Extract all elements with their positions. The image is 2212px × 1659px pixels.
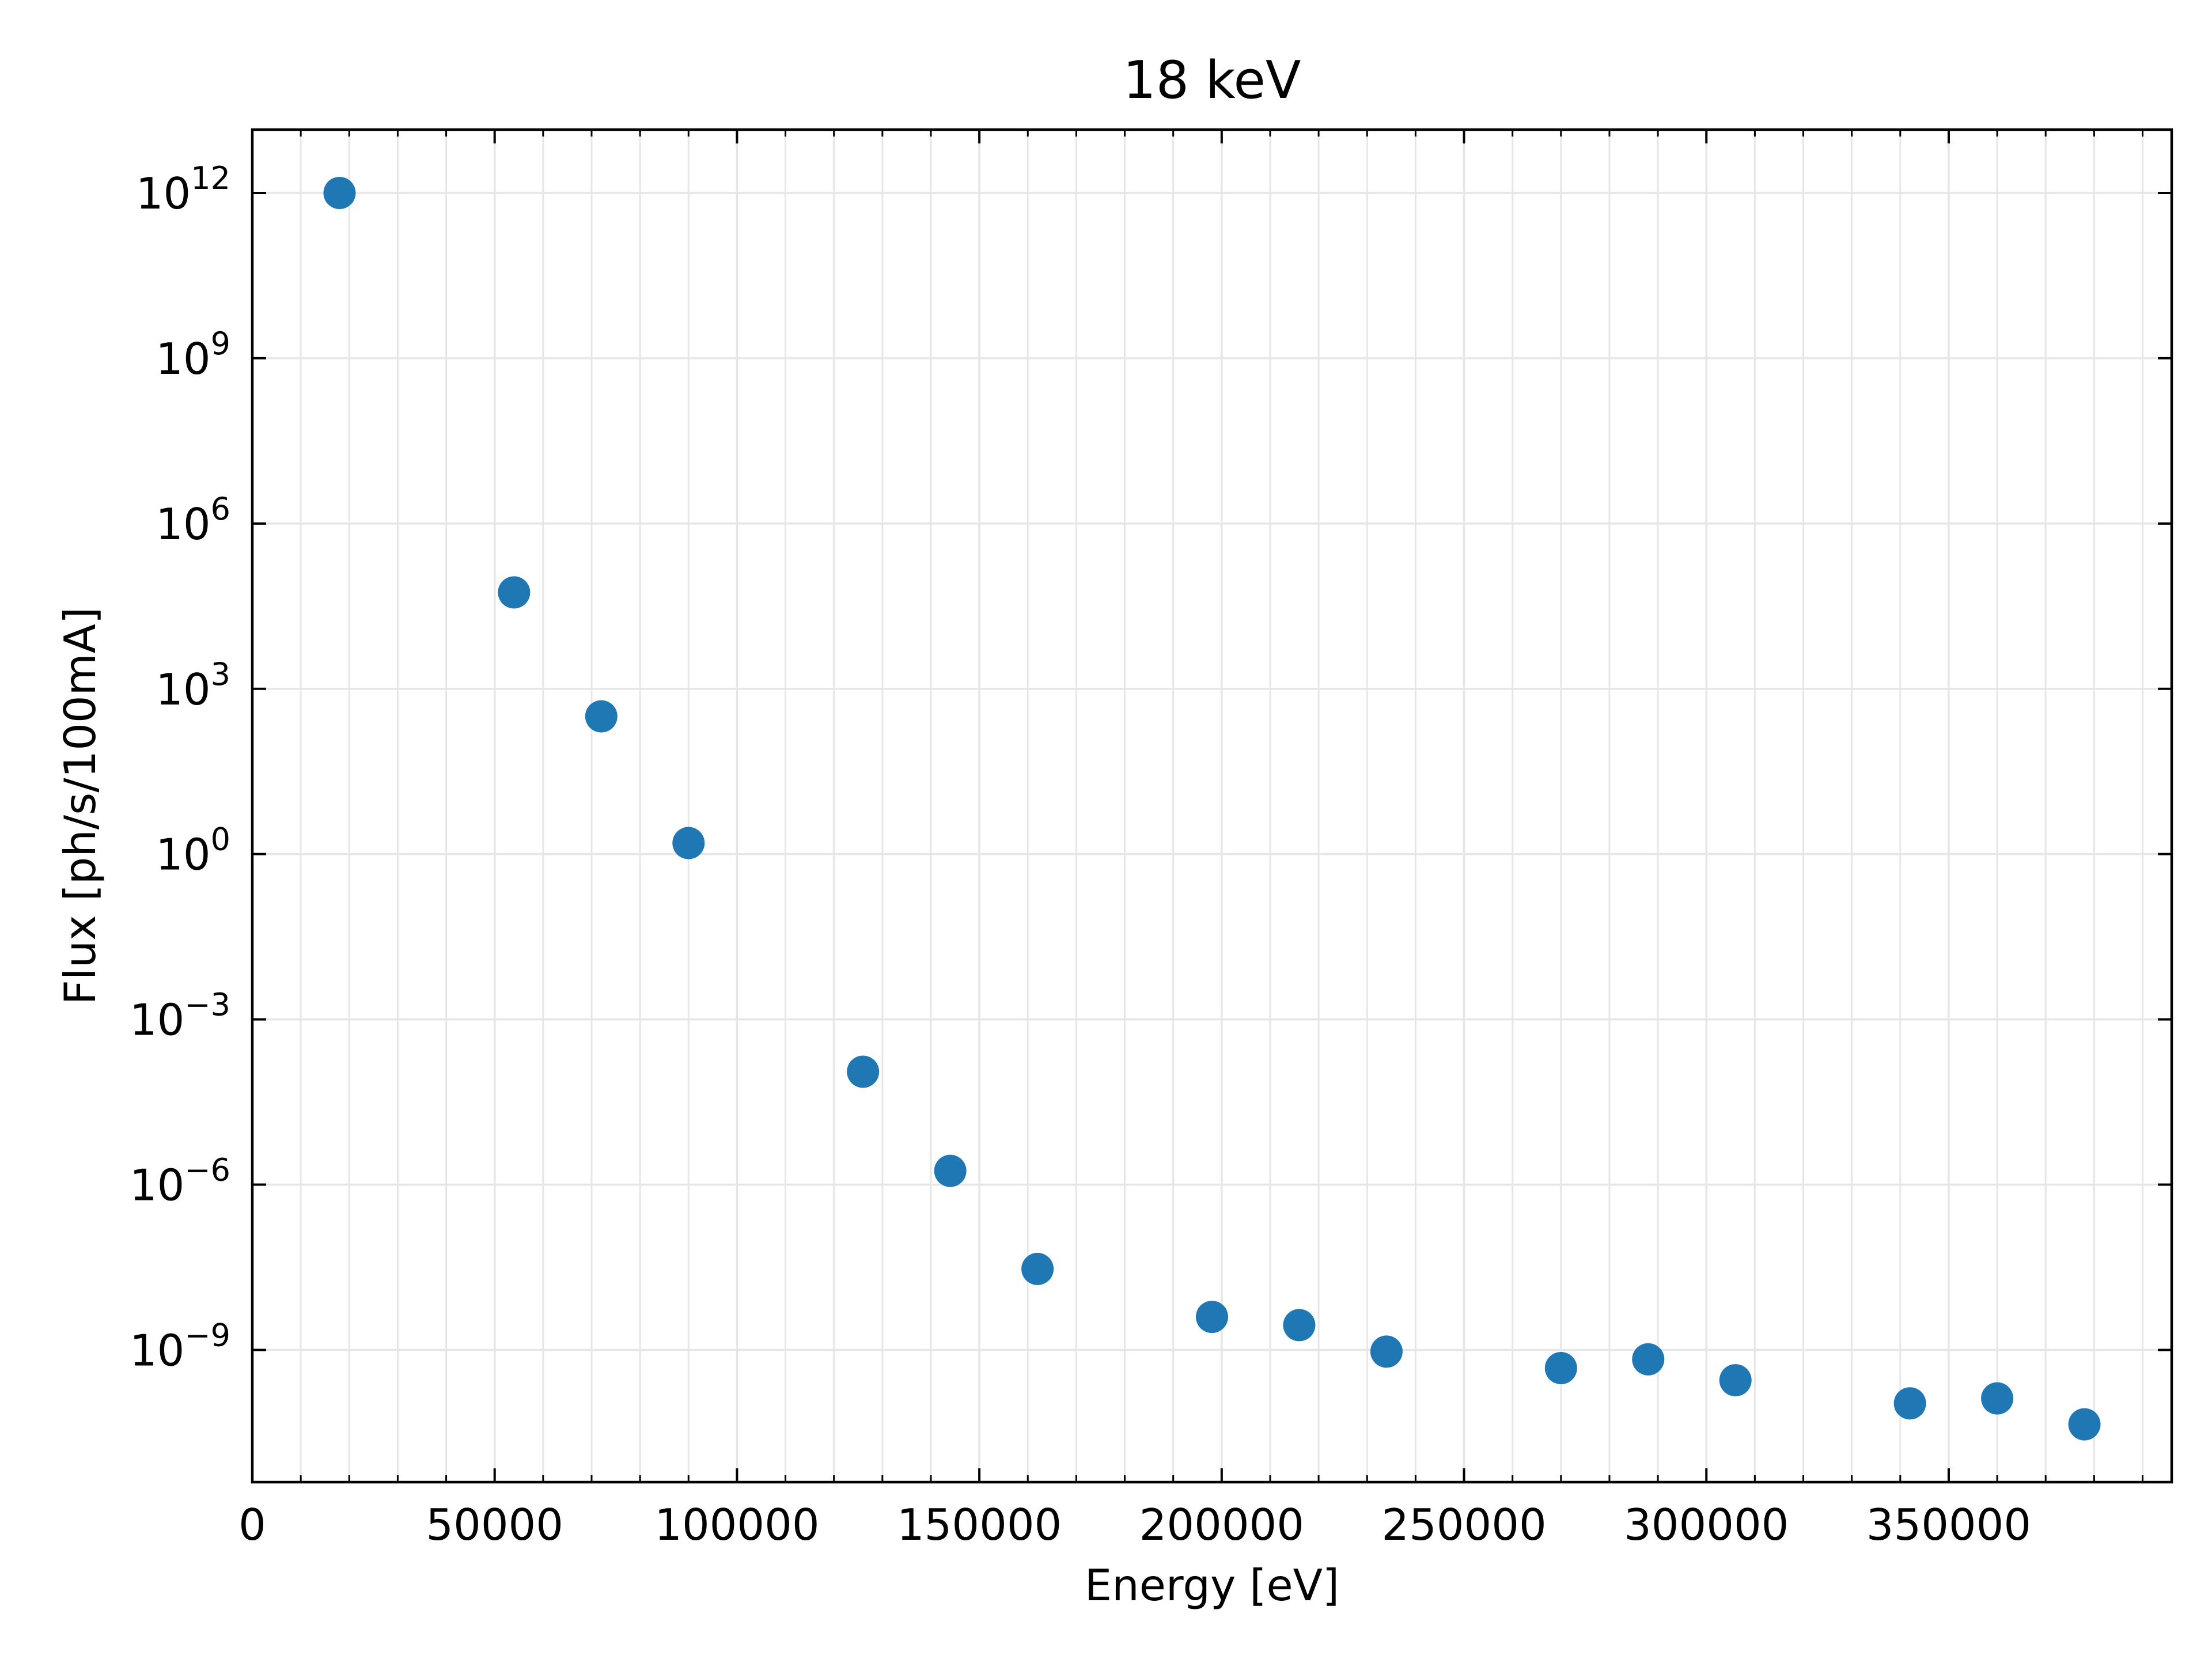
x-axis-label: Energy [eV] — [1085, 1560, 1339, 1611]
data-point — [585, 700, 618, 733]
data-point — [323, 176, 356, 209]
x-tick-label: 200000 — [1139, 1499, 1304, 1550]
y-tick-label: 106 — [156, 491, 230, 550]
data-point — [2068, 1408, 2101, 1441]
y-axis-label: Flux [ph/s/100mA] — [55, 607, 105, 1005]
y-tick-label: 1012 — [136, 160, 230, 219]
grid — [251, 130, 2172, 1482]
data-point — [1370, 1335, 1403, 1368]
data-points — [323, 176, 2101, 1441]
x-tick-label: 150000 — [897, 1499, 1062, 1550]
data-point — [1283, 1309, 1316, 1342]
plot-frame — [251, 128, 2173, 1484]
data-point — [672, 827, 705, 859]
data-point — [1196, 1301, 1228, 1334]
y-tick-label: 10−6 — [130, 1152, 230, 1211]
x-tick-label: 50000 — [426, 1499, 563, 1550]
x-tick-label: 100000 — [654, 1499, 819, 1550]
x-tick-label: 350000 — [1866, 1499, 2031, 1550]
x-tick-label: 250000 — [1381, 1499, 1546, 1550]
y-tick-label: 100 — [156, 821, 230, 880]
x-tick-label: 300000 — [1624, 1499, 1789, 1550]
data-point — [934, 1154, 967, 1187]
data-point — [1021, 1252, 1054, 1285]
y-tick-label: 10−3 — [130, 987, 230, 1046]
x-tick-label: 0 — [238, 1499, 266, 1550]
data-point — [498, 576, 531, 609]
chart-title: 18 keV — [1123, 50, 1301, 111]
data-point — [1719, 1364, 1752, 1397]
data-point — [1544, 1352, 1577, 1385]
ticks — [251, 130, 2172, 1482]
data-point — [1632, 1343, 1665, 1376]
y-tick-label: 109 — [156, 325, 230, 384]
y-tick-label: 10−9 — [130, 1317, 230, 1376]
data-point — [847, 1055, 880, 1088]
tick-labels: 0 50000 100000 150000 200000 250000 300000 3500… — [130, 160, 2031, 1550]
data-point — [1893, 1387, 1926, 1420]
y-tick-label: 103 — [156, 656, 230, 715]
data-point — [1981, 1382, 2014, 1415]
